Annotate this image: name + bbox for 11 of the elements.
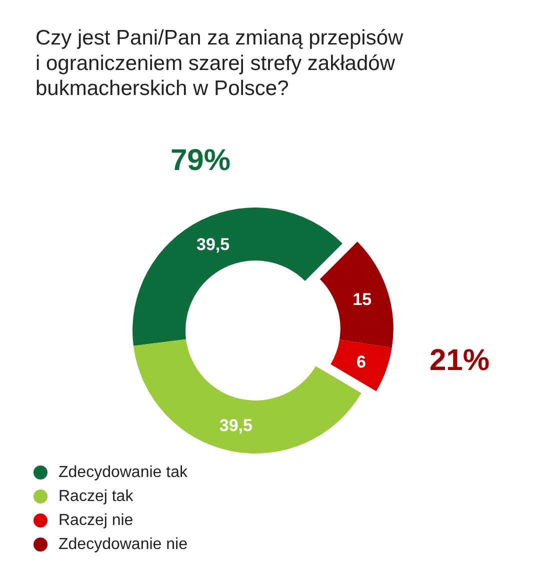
data-label: 6: [356, 352, 366, 372]
data-label: 39,5: [219, 416, 252, 435]
text: 79%: [170, 144, 231, 177]
text: 21%: [429, 344, 490, 377]
chart-title: Czy jest Pani/Pan za zmianą przepisów i ograniczeniem szarej strefy zakładów bukmacherskich w Polsce?: [36, 26, 404, 100]
legend-label: Raczej nie: [58, 512, 134, 529]
legend-label: Zdecydowanie tak: [58, 464, 188, 481]
legend-label: Zdecydowanie nie: [58, 536, 188, 553]
data-label: 39,5: [196, 234, 230, 254]
legend-label: Raczej tak: [58, 488, 134, 505]
data-label: 15: [352, 290, 372, 309]
